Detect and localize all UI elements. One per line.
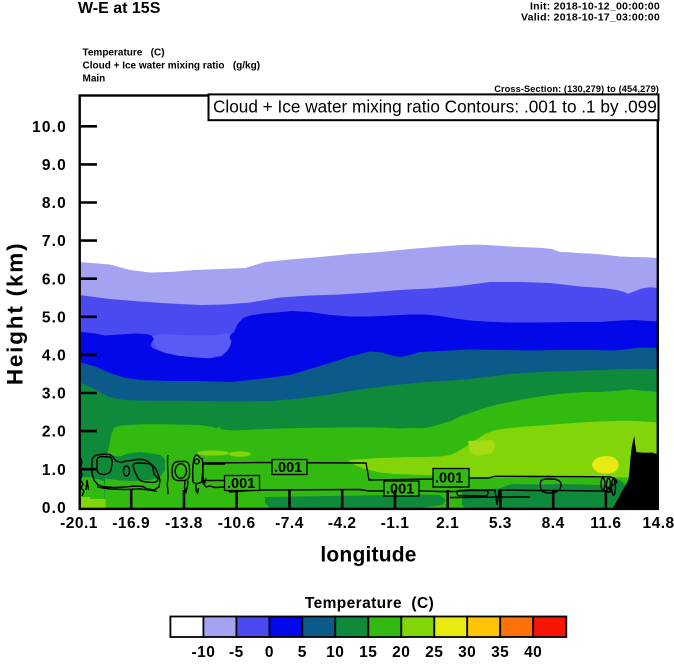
svg-text:4.0: 4.0 <box>42 348 67 365</box>
svg-text:-13.8: -13.8 <box>165 515 203 532</box>
svg-text:6.0: 6.0 <box>42 271 67 288</box>
svg-text:8.4: 8.4 <box>542 515 565 532</box>
svg-text:W-E at 15S: W-E at 15S <box>78 0 161 17</box>
svg-text:7.0: 7.0 <box>42 233 67 250</box>
svg-text:-5: -5 <box>229 644 244 661</box>
svg-text:5: 5 <box>298 644 307 661</box>
svg-text:2.1: 2.1 <box>436 515 459 532</box>
svg-text:8.0: 8.0 <box>42 195 67 212</box>
svg-text:-10: -10 <box>191 644 215 661</box>
svg-text:.001: .001 <box>386 482 414 498</box>
svg-text:20: 20 <box>392 644 410 661</box>
svg-text:Valid: 2018-10-17_03:00:00: Valid: 2018-10-17_03:00:00 <box>521 11 660 23</box>
svg-text:-10.6: -10.6 <box>218 515 256 532</box>
svg-text:0.0: 0.0 <box>42 500 67 517</box>
svg-text:Cloud + Ice water mixing ratio: Cloud + Ice water mixing ratio Contours:… <box>213 96 657 116</box>
svg-text:Temperature (C): Temperature (C) <box>83 48 165 59</box>
svg-text:3.0: 3.0 <box>42 386 67 403</box>
svg-text:14.8: 14.8 <box>643 515 674 532</box>
svg-text:10: 10 <box>326 644 344 661</box>
svg-text:9.0: 9.0 <box>42 157 67 174</box>
svg-text:-1.1: -1.1 <box>381 515 410 532</box>
svg-text:15: 15 <box>359 644 377 661</box>
svg-text:Height (km): Height (km) <box>3 242 28 386</box>
svg-text:25: 25 <box>425 644 443 661</box>
svg-text:1.0: 1.0 <box>42 462 67 479</box>
svg-text:Cross-Section: (130,279) to (4: Cross-Section: (130,279) to (454,279) <box>494 84 659 94</box>
svg-text:.001: .001 <box>227 476 255 492</box>
svg-text:-16.9: -16.9 <box>112 515 150 532</box>
svg-text:35: 35 <box>491 644 509 661</box>
svg-text:longitude: longitude <box>320 544 416 567</box>
svg-text:-7.4: -7.4 <box>275 515 304 532</box>
svg-text:Temperature (C): Temperature (C) <box>305 595 434 612</box>
svg-text:Cloud + Ice water mixing ratio: Cloud + Ice water mixing ratio (g/kg) <box>83 61 261 72</box>
svg-text:5.0: 5.0 <box>42 309 67 326</box>
svg-text:-4.2: -4.2 <box>328 515 357 532</box>
svg-text:Init: 2018-10-12_00:00:00: Init: 2018-10-12_00:00:00 <box>530 1 660 13</box>
svg-text:30: 30 <box>458 644 476 661</box>
svg-text:.001: .001 <box>435 471 463 487</box>
svg-text:5.3: 5.3 <box>489 515 512 532</box>
svg-text:-20.1: -20.1 <box>60 515 98 532</box>
svg-text:.001: .001 <box>274 460 302 476</box>
svg-text:2.0: 2.0 <box>42 424 67 441</box>
svg-text:40: 40 <box>524 644 542 661</box>
svg-text:11.6: 11.6 <box>590 515 621 532</box>
svg-text:10.0: 10.0 <box>32 119 67 136</box>
svg-text:Main: Main <box>83 74 106 85</box>
svg-text:0: 0 <box>265 644 274 661</box>
